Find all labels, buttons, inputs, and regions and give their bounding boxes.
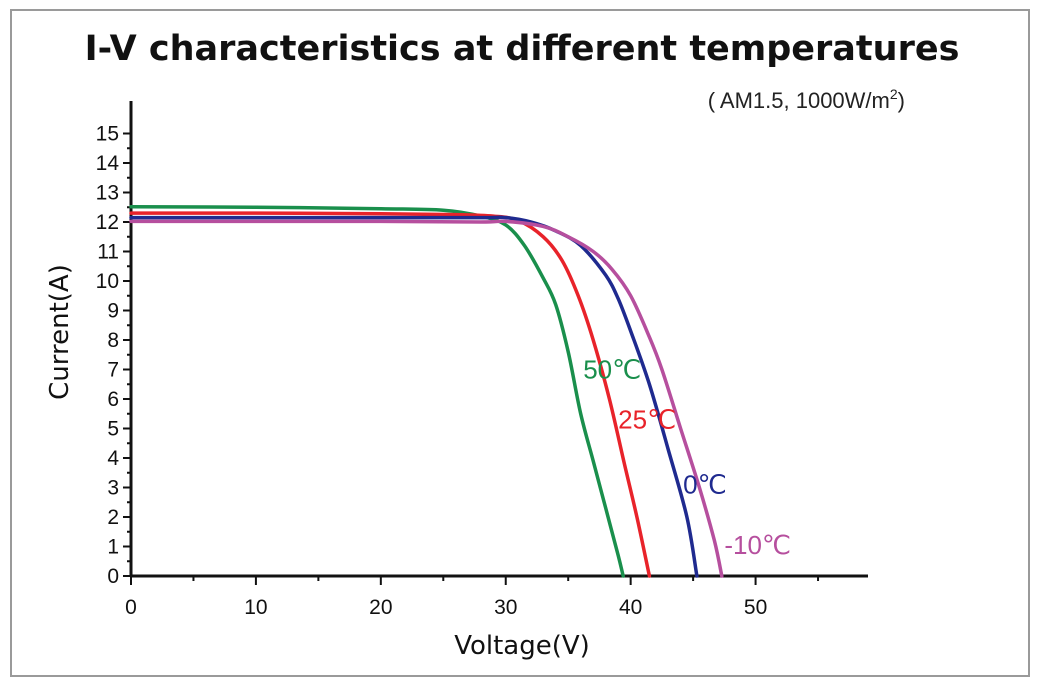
y-tick-label: 1 bbox=[107, 536, 119, 559]
x-tick-label: 20 bbox=[369, 596, 392, 619]
curve-50c bbox=[129, 204, 625, 578]
chart-frame bbox=[10, 9, 1030, 677]
chart-subtitle-sup: 2 bbox=[890, 86, 898, 102]
x-tick-label: 0 bbox=[125, 596, 137, 619]
y-tick-label: 15 bbox=[96, 123, 119, 146]
chart-subtitle-prefix: ( AM1.5, 1000W/m bbox=[708, 88, 890, 113]
y-tick-label: 12 bbox=[96, 211, 119, 234]
label-50c: 50℃ bbox=[583, 354, 641, 384]
y-tick-label: 3 bbox=[107, 477, 119, 500]
series-labels: 50℃ 25℃ 0℃ -10℃ bbox=[583, 354, 791, 560]
curves bbox=[129, 204, 724, 578]
y-tick-label: 8 bbox=[107, 329, 119, 352]
y-tick-label: 11 bbox=[97, 241, 119, 264]
chart-subtitle-suffix: ) bbox=[898, 88, 905, 113]
curve-minus10c bbox=[129, 219, 724, 578]
x-axis-label: Voltage(V) bbox=[454, 631, 590, 661]
x-tick-label: 10 bbox=[244, 596, 267, 619]
label-25c: 25℃ bbox=[618, 405, 676, 435]
y-tick-label: 0 bbox=[107, 565, 119, 588]
x-tick-label: 30 bbox=[494, 596, 517, 619]
label-0c: 0℃ bbox=[683, 469, 727, 499]
y-tick-label: 2 bbox=[107, 506, 119, 529]
y-tick-label: 10 bbox=[96, 270, 119, 293]
y-tick-label: 14 bbox=[96, 152, 120, 175]
y-tick-label: 5 bbox=[107, 418, 119, 441]
y-tick-label: 13 bbox=[96, 182, 119, 205]
x-tick-label: 50 bbox=[744, 596, 767, 619]
y-tick-label: 4 bbox=[107, 447, 119, 470]
y-tick-label: 7 bbox=[107, 359, 119, 382]
chart-subtitle: ( AM1.5, 1000W/m2) bbox=[708, 86, 905, 113]
y-tick-label: 6 bbox=[107, 388, 119, 411]
label-minus10c: -10℃ bbox=[724, 530, 791, 560]
y-axis-label: Current(A) bbox=[45, 264, 75, 400]
y-tick-label: 9 bbox=[107, 300, 119, 323]
curve-25c bbox=[129, 211, 652, 578]
chart-title: I-V characteristics at different tempera… bbox=[85, 29, 960, 69]
x-tick-label: 40 bbox=[619, 596, 642, 619]
